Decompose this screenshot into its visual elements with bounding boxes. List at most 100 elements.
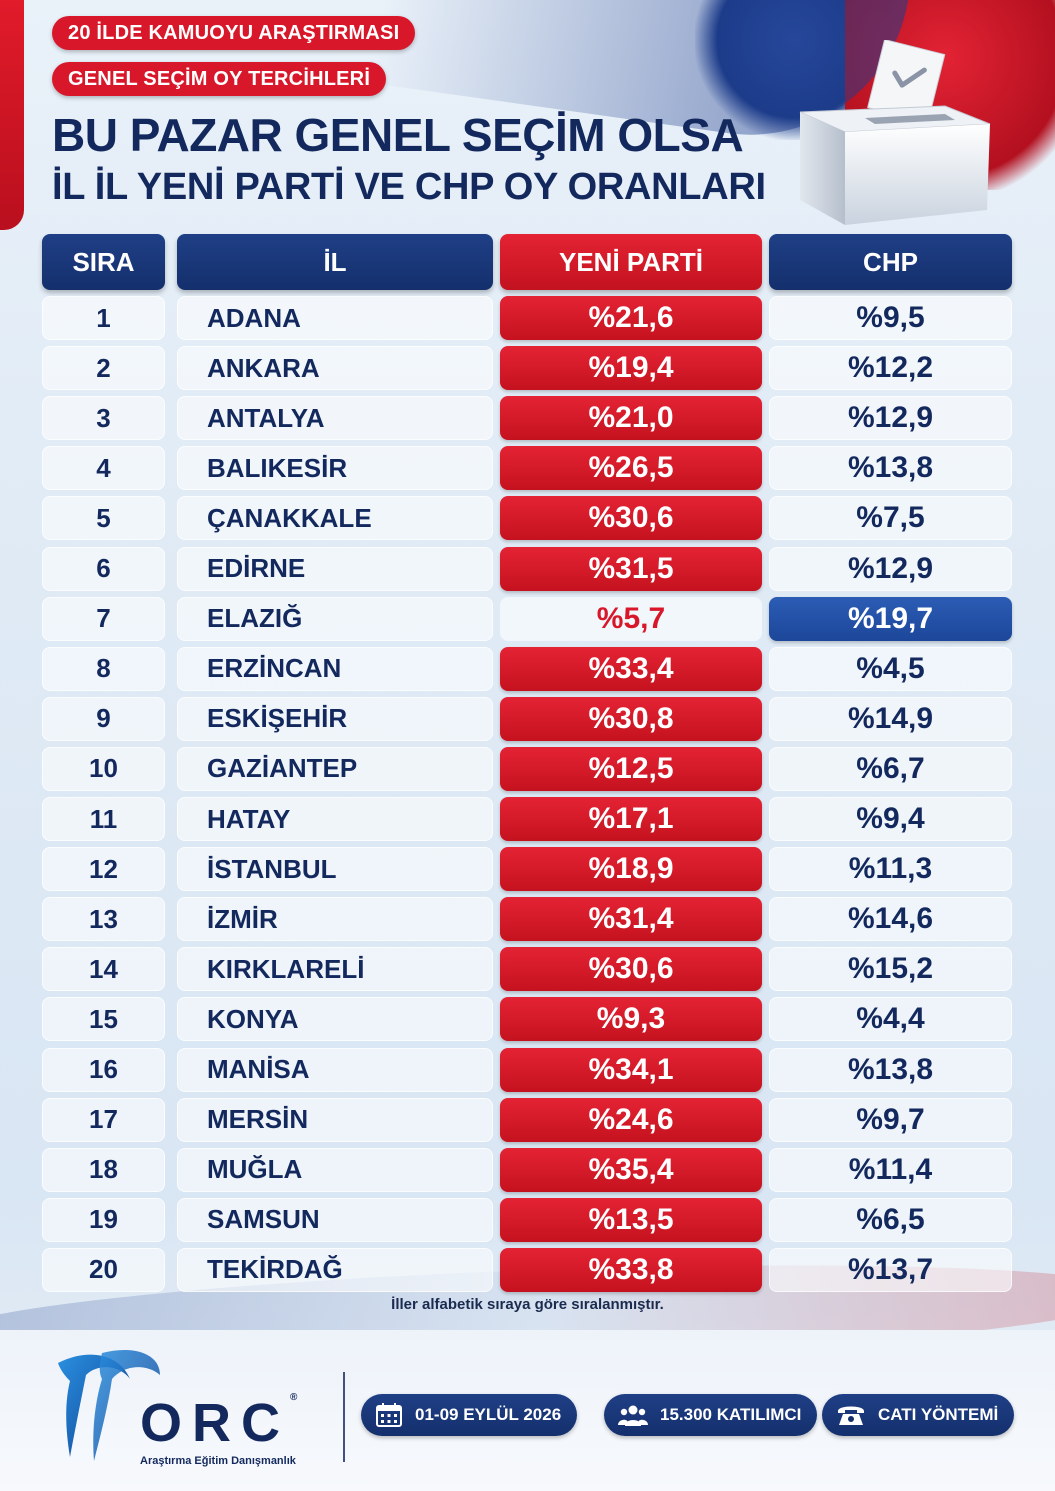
table-row: 20 TEKİRDAĞ %33,8 %13,7 (42, 1247, 1012, 1292)
row-yeni-parti-value: %30,8 (500, 696, 762, 741)
row-rank: 9 (42, 696, 165, 741)
row-rank: 19 (42, 1197, 165, 1242)
row-province: MANİSA (177, 1047, 493, 1092)
row-chp-value: %4,5 (769, 646, 1012, 691)
page-title: BU PAZAR GENEL SEÇİM OLSA (52, 109, 744, 161)
row-chp-value: %14,6 (769, 897, 1012, 942)
row-rank: 5 (42, 496, 165, 541)
row-chp-value: %14,9 (769, 696, 1012, 741)
table-row: 13 İZMİR %31,4 %14,6 (42, 897, 1012, 942)
row-rank: 16 (42, 1047, 165, 1092)
row-yeni-parti-value: %35,4 (500, 1147, 762, 1192)
table-row: 4 BALIKESİR %26,5 %13,8 (42, 446, 1012, 491)
table-row: 2 ANKARA %19,4 %12,2 (42, 346, 1012, 391)
column-header-yeni-parti: YENİ PARTİ (500, 234, 762, 290)
row-rank: 3 (42, 396, 165, 441)
row-yeni-parti-value: %5,7 (500, 596, 762, 641)
row-yeni-parti-value: %30,6 (500, 496, 762, 541)
row-chp-value: %7,5 (769, 496, 1012, 541)
row-chp-value: %13,7 (769, 1247, 1012, 1292)
row-rank: 6 (42, 546, 165, 591)
column-header-il: İL (177, 234, 493, 290)
row-yeni-parti-value: %21,0 (500, 396, 762, 441)
row-yeni-parti-value: %12,5 (500, 746, 762, 791)
row-rank: 1 (42, 296, 165, 340)
row-province: GAZİANTEP (177, 746, 493, 791)
row-chp-value: %19,7 (769, 596, 1012, 641)
row-chp-value: %11,4 (769, 1147, 1012, 1192)
row-province: KIRKLARELİ (177, 947, 493, 992)
calendar-icon (376, 1403, 402, 1427)
row-rank: 12 (42, 847, 165, 892)
table-row: 18 MUĞLA %35,4 %11,4 (42, 1147, 1012, 1192)
row-chp-value: %4,4 (769, 997, 1012, 1042)
table-row: 6 EDİRNE %31,5 %12,9 (42, 546, 1012, 591)
row-chp-value: %6,5 (769, 1197, 1012, 1242)
row-rank: 17 (42, 1097, 165, 1142)
row-province: ANTALYA (177, 396, 493, 441)
row-rank: 7 (42, 596, 165, 641)
row-chp-value: %12,2 (769, 346, 1012, 391)
row-yeni-parti-value: %31,4 (500, 897, 762, 942)
table-row: 16 MANİSA %34,1 %13,8 (42, 1047, 1012, 1092)
row-yeni-parti-value: %13,5 (500, 1197, 762, 1242)
phone-icon (838, 1406, 864, 1425)
row-yeni-parti-value: %19,4 (500, 346, 762, 391)
footer-divider (343, 1372, 345, 1462)
row-chp-value: %13,8 (769, 446, 1012, 491)
row-province: SAMSUN (177, 1197, 493, 1242)
row-rank: 8 (42, 646, 165, 691)
date-badge: 01-09 EYLÜL 2026 (361, 1394, 578, 1436)
row-province: ADANA (177, 296, 493, 340)
row-province: ERZİNCAN (177, 646, 493, 691)
table-row: 19 SAMSUN %13,5 %6,5 (42, 1197, 1012, 1242)
row-chp-value: %9,5 (769, 296, 1012, 340)
row-chp-value: %12,9 (769, 546, 1012, 591)
row-province: MUĞLA (177, 1147, 493, 1192)
row-rank: 15 (42, 997, 165, 1042)
row-province: TEKİRDAĞ (177, 1247, 493, 1292)
table-row: 5 ÇANAKKALE %30,6 %7,5 (42, 496, 1012, 541)
row-yeni-parti-value: %33,8 (500, 1247, 762, 1292)
row-chp-value: %15,2 (769, 947, 1012, 992)
table-row: 9 ESKİŞEHİR %30,8 %14,9 (42, 696, 1012, 741)
row-province: İSTANBUL (177, 847, 493, 892)
row-chp-value: %13,8 (769, 1047, 1012, 1092)
people-icon (618, 1405, 648, 1426)
row-province: BALIKESİR (177, 446, 493, 491)
row-province: ANKARA (177, 346, 493, 391)
row-yeni-parti-value: %24,6 (500, 1097, 762, 1142)
survey-pill: 20 İLDE KAMUOYU ARAŞTIRMASI (52, 16, 416, 50)
row-rank: 10 (42, 746, 165, 791)
row-yeni-parti-value: %34,1 (500, 1047, 762, 1092)
row-yeni-parti-value: %33,4 (500, 646, 762, 691)
row-chp-value: %12,9 (769, 396, 1012, 441)
row-yeni-parti-value: %21,6 (500, 296, 762, 340)
table-row: 1 ADANA %21,6 %9,5 (42, 296, 1012, 340)
background-red-edge (0, 0, 24, 230)
registered-mark: ® (290, 1392, 298, 1403)
row-rank: 13 (42, 897, 165, 942)
row-rank: 4 (42, 446, 165, 491)
footnote: İller alfabetik sıraya göre sıralanmıştı… (391, 1296, 664, 1313)
row-province: ELAZIĞ (177, 596, 493, 641)
row-rank: 2 (42, 346, 165, 391)
survey-method: CATI YÖNTEMİ (878, 1405, 999, 1424)
row-chp-value: %9,7 (769, 1097, 1012, 1142)
row-rank: 14 (42, 947, 165, 992)
topic-pill: GENEL SEÇİM OY TERCİHLERİ (52, 62, 387, 96)
table-row: 17 MERSİN %24,6 %9,7 (42, 1097, 1012, 1142)
table-row: 15 KONYA %9,3 %4,4 (42, 997, 1012, 1042)
row-yeni-parti-value: %26,5 (500, 446, 762, 491)
row-yeni-parti-value: %9,3 (500, 997, 762, 1042)
column-header-chp: CHP (769, 234, 1012, 290)
row-province: EDİRNE (177, 546, 493, 591)
survey-date: 01-09 EYLÜL 2026 (415, 1405, 562, 1424)
page-subtitle: İL İL YENİ PARTİ VE CHP OY ORANLARI (52, 166, 766, 208)
row-rank: 18 (42, 1147, 165, 1192)
row-province: İZMİR (177, 897, 493, 942)
row-province: ESKİŞEHİR (177, 696, 493, 741)
table-row: 10 GAZİANTEP %12,5 %6,7 (42, 746, 1012, 791)
table-row: 14 KIRKLARELİ %30,6 %15,2 (42, 947, 1012, 992)
row-chp-value: %6,7 (769, 746, 1012, 791)
